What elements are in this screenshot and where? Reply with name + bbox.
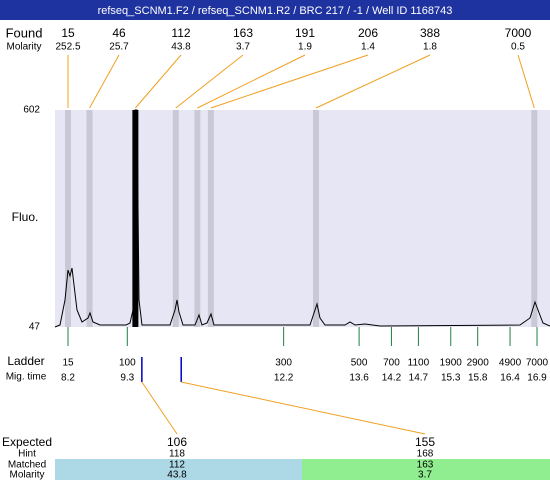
expected-matched: 112 [169, 460, 185, 471]
expected-row-label: Matched [8, 460, 46, 471]
expected-matched: 163 [417, 460, 434, 471]
peak-connector [135, 54, 182, 109]
matched-cell [302, 459, 550, 480]
peak-connector [175, 54, 244, 109]
ladder-size: 15 [62, 358, 74, 369]
ladder-mig-time: 16.9 [527, 373, 547, 384]
found-size: 15 [61, 26, 75, 40]
ladder-size: 700 [383, 358, 400, 369]
expected-molarity: 3.7 [418, 470, 432, 480]
ladder-size: 100 [119, 358, 136, 369]
found-molarity: 43.8 [171, 42, 191, 53]
found-label: Found [6, 25, 43, 40]
peak-band [312, 110, 319, 327]
ladder-mig-time: 14.7 [409, 373, 429, 384]
trace [54, 109, 550, 328]
ladder-size: 300 [275, 358, 292, 369]
mig-time-label: Mig. time [6, 372, 47, 383]
expected-row-label: Expected [2, 435, 52, 449]
found-molarity: 1.9 [298, 42, 312, 53]
peak-band [194, 110, 201, 327]
expected-expected: 106 [167, 435, 187, 449]
ladder-mig-time: 8.2 [61, 373, 75, 384]
found-size: 163 [233, 26, 253, 40]
peak-connector [315, 54, 431, 109]
peak-band [132, 110, 139, 327]
expected-row-label: Hint [18, 449, 36, 460]
peak-connector [89, 54, 120, 109]
ladder-mig-time: 15.3 [441, 373, 461, 384]
peak-band [86, 110, 93, 327]
ladder-size: 1100 [408, 358, 430, 369]
ladder-mig-time: 14.2 [382, 373, 402, 384]
molarity-label: Molarity [6, 42, 41, 53]
peak-connector [197, 54, 306, 109]
hint-connector [181, 381, 426, 435]
ladder-size: 2900 [467, 358, 490, 369]
ladder-size: 4900 [499, 358, 522, 369]
ladder-size: 1900 [440, 358, 463, 369]
found-molarity: 25.7 [109, 42, 129, 53]
found-size: 191 [295, 26, 315, 40]
found-molarity: 1.8 [423, 42, 437, 53]
found-size: 206 [358, 26, 378, 40]
peak-connector [210, 54, 369, 109]
ladder-size: 7000 [526, 358, 549, 369]
peak-band [531, 110, 538, 327]
found-molarity: 1.4 [361, 42, 375, 53]
expected-row-label: Molarity [9, 470, 44, 480]
y-tick-label: 47 [29, 322, 41, 333]
y-tick-label: 602 [23, 105, 40, 116]
found-molarity: 3.7 [236, 42, 250, 53]
ladder-mig-time: 15.8 [468, 373, 488, 384]
peak-band [172, 110, 179, 327]
found-size: 388 [420, 26, 440, 40]
y-axis-label: Fluo. [12, 210, 39, 224]
expected-molarity: 43.8 [167, 470, 187, 480]
found-molarity: 252.5 [55, 42, 80, 53]
peak-band [207, 110, 214, 327]
title: refseq_SCNM1.F2 / refseq_SCNM1.R2 / BRC … [98, 5, 453, 17]
expected-hint: 168 [417, 449, 434, 460]
found-size: 46 [112, 26, 126, 40]
ladder-mig-time: 9.3 [120, 373, 134, 384]
hint-connector [141, 381, 178, 435]
found-size: 7000 [505, 26, 532, 40]
expected-hint: 118 [169, 449, 185, 460]
expected-expected: 155 [415, 435, 435, 449]
ladder-mig-time: 12.2 [274, 373, 294, 384]
ladder-mig-time: 16.4 [500, 373, 520, 384]
found-size: 112 [171, 26, 190, 40]
peak-connector [517, 54, 535, 109]
ladder-label: Ladder [7, 354, 44, 368]
header-bar [0, 0, 550, 20]
peak-band [65, 110, 71, 327]
matched-cell [55, 459, 302, 480]
plot-area [55, 110, 550, 327]
ladder-mig-time: 13.6 [349, 373, 369, 384]
ladder-size: 500 [351, 358, 368, 369]
found-molarity: 0.5 [511, 42, 525, 53]
